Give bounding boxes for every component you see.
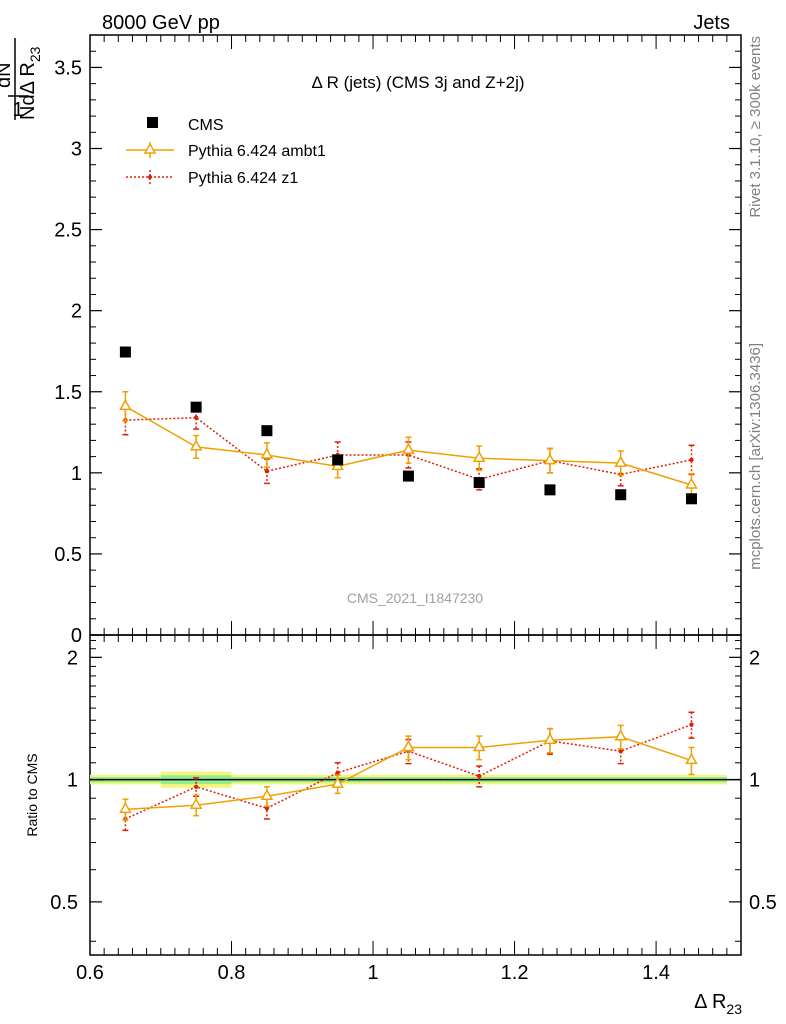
ratio-ambt1-point: [685, 752, 698, 765]
legend: CMS Pythia 6.424 ambt1 Pythia 6.424 z1: [126, 117, 326, 187]
ratio-ytick-label-right: 1: [749, 770, 760, 792]
ratio-ytick-label: 1: [67, 770, 78, 792]
main-ytick-label: 0: [71, 625, 82, 647]
ratio-ambt1-point: [331, 776, 344, 788]
main-cms-point: [332, 454, 344, 466]
ratio-ambt1-point: [189, 797, 203, 809]
main-cms-point: [473, 477, 485, 489]
ratio-z1-point: [193, 784, 199, 790]
ratio-ambt1-point: [472, 739, 486, 752]
legend-z1-label: Pythia 6.424 z1: [188, 170, 298, 187]
ratio-x-ticks: 0.6 0.8 1 1.2 1.4: [76, 635, 742, 984]
main-ytick-label: 2: [71, 301, 82, 323]
legend-ambt1-marker: [143, 142, 157, 154]
main-cms-point: [615, 489, 627, 501]
legend-z1-marker: [148, 175, 152, 179]
ratio-plot-panel: 0.5 0.5 1 1 2 2 0.6 0.8 1 1.2 1.4 Ratio to CMS: [24, 634, 777, 984]
ratio-ambt1-point: [614, 729, 627, 741]
ratio-z1-point: [476, 773, 482, 779]
ratio-z1-point: [335, 770, 340, 775]
ratio-ytick-label-right: 0.5: [749, 892, 777, 914]
ratio-ambt1-point: [260, 788, 274, 800]
main-z1-point: [689, 457, 694, 463]
rivet-version-label: Rivet 3.1.10, ≥ 300k events: [747, 36, 764, 218]
main-plot-title: Δ R (jets) (CMS 3j and Z+2j): [311, 73, 524, 92]
main-z1-line: [125, 416, 692, 481]
analysis-id-label: CMS_2021_I1847230: [347, 590, 483, 606]
ylabel-fraction-numerator: 1: [12, 99, 23, 121]
main-z1-point: [193, 415, 199, 420]
x-axis-title: Δ R23: [694, 991, 742, 1017]
legend-cms-label: CMS: [188, 117, 224, 134]
xtick-label: 1.2: [501, 962, 529, 984]
ylabel-dn: dN: [0, 62, 15, 88]
header-energy-label: 8000 GeV pp: [102, 12, 220, 34]
main-ytick-label: 1.5: [54, 382, 82, 404]
ratio-ytick-label-right: 2: [749, 647, 760, 669]
ratio-ytick-label: 2: [67, 647, 78, 669]
ratio-ambt1-point: [543, 732, 557, 744]
ratio-ambt1-point: [119, 801, 132, 814]
main-ambt1-point: [260, 447, 274, 459]
main-series-group: [119, 346, 698, 505]
header-category-label: Jets: [693, 12, 730, 34]
main-ytick-label: 1: [71, 463, 82, 485]
xtick-label: 0.8: [218, 962, 246, 984]
mcplots-reference-label: mcplots.cern.ch [arXiv:1306.3436]: [747, 343, 764, 570]
ratio-ytick-label: 0.5: [50, 892, 78, 914]
ratio-ambt1-point: [402, 739, 415, 752]
main-y-axis-title: 1: [8, 95, 29, 121]
main-ytick-label: 2.5: [54, 220, 82, 242]
main-ambt1-point: [119, 398, 132, 411]
ratio-z1-point: [689, 722, 694, 727]
main-ambt1-point: [402, 442, 415, 454]
xtick-label: 1.4: [642, 962, 670, 984]
main-ambt1-point: [543, 453, 557, 465]
main-plot-panel: Δ R (jets) (CMS 3j and Z+2j) CMS_2021_I1…: [54, 34, 742, 647]
main-cms-point: [119, 346, 131, 358]
xtick-label: 1: [367, 962, 378, 984]
main-cms-point: [190, 401, 202, 413]
main-ytick-label: 3: [71, 139, 82, 161]
main-cms-point: [544, 484, 556, 496]
ratio-series-group: [119, 711, 698, 832]
ratio-plot-frame: [89, 634, 742, 956]
main-ambt1-point: [472, 450, 486, 462]
main-ytick-label: 3.5: [54, 57, 82, 79]
main-cms-point: [402, 470, 414, 482]
main-cms-point: [261, 425, 273, 437]
ratio-y-ticks: 0.5 0.5 1 1 2 2: [50, 640, 777, 942]
main-ytick-label: 0.5: [54, 544, 82, 566]
main-x-ticks: [89, 35, 742, 635]
ratio-z1-point: [618, 748, 623, 754]
legend-cms-marker: [147, 117, 158, 128]
main-z1-point: [264, 469, 270, 474]
ratio-z1-point: [264, 806, 270, 811]
main-ambt1-point: [614, 455, 627, 467]
main-y-ticks: 0 0.5 1 1.5 2 2.5 3 3.5: [54, 50, 741, 647]
ylabel-text: NdΔ R23: [17, 46, 43, 120]
main-ambt1-point: [189, 439, 203, 451]
xtick-label: 0.6: [76, 962, 104, 984]
main-cms-point: [685, 493, 697, 505]
main-ambt1-point: [685, 477, 698, 489]
legend-ambt1-label: Pythia 6.424 ambt1: [188, 143, 326, 160]
ratio-y-axis-title: Ratio to CMS: [24, 753, 40, 836]
